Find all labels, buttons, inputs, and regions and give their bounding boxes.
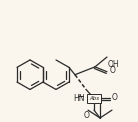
- Text: O: O: [84, 111, 90, 120]
- Text: OH: OH: [108, 60, 120, 69]
- Text: Abs: Abs: [89, 96, 99, 101]
- Text: HN: HN: [74, 94, 85, 103]
- FancyBboxPatch shape: [87, 94, 101, 102]
- Text: O: O: [110, 66, 116, 75]
- Text: O: O: [112, 93, 118, 102]
